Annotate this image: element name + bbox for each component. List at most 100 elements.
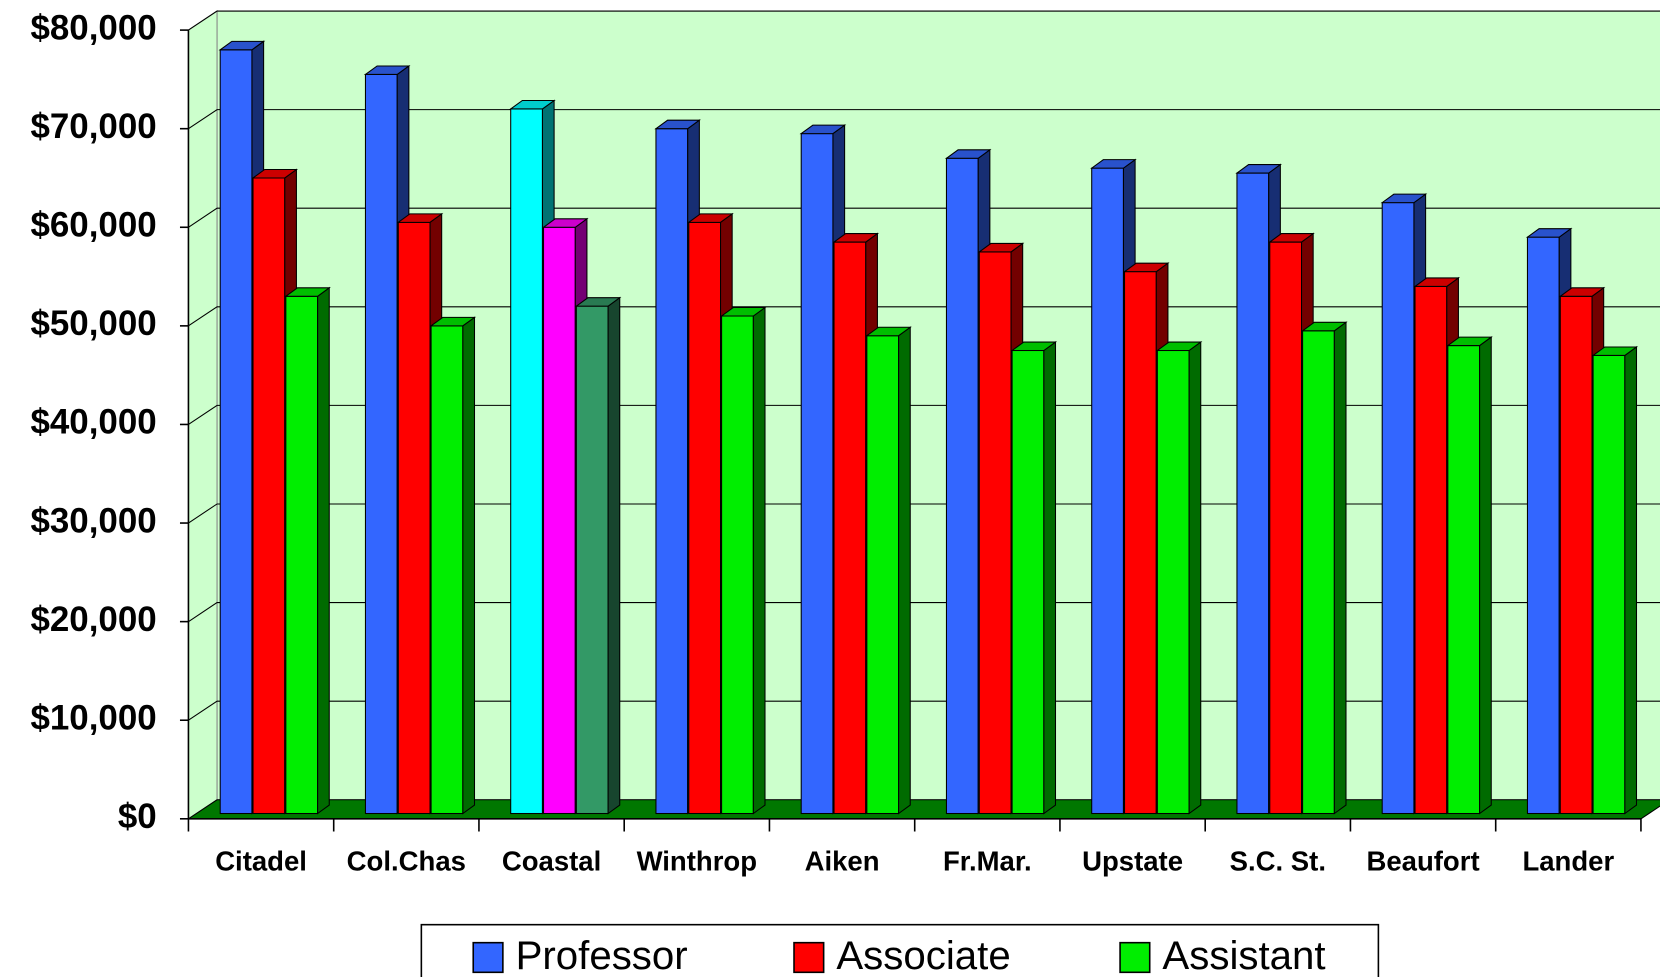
bar-top xyxy=(1235,164,1282,174)
x-tick-label: Col.Chas xyxy=(347,846,466,877)
bar-top xyxy=(977,242,1025,253)
bar-front xyxy=(866,335,900,815)
bar-front xyxy=(1414,285,1448,815)
bar-side xyxy=(1333,321,1347,815)
bar-side xyxy=(1479,336,1492,815)
y-tick-label: $70,000 xyxy=(30,107,156,146)
bar-front xyxy=(1269,241,1303,815)
bar-top xyxy=(1380,193,1428,204)
bar-front xyxy=(1381,202,1415,815)
y-tick-label: $50,000 xyxy=(30,304,156,343)
bar-front xyxy=(800,133,834,815)
bar-top xyxy=(541,218,589,228)
bar-front xyxy=(688,221,722,815)
bar-top xyxy=(799,124,847,135)
legend-swatch xyxy=(793,941,825,974)
bar-top xyxy=(1525,228,1573,238)
x-tick-label: S.C. St. xyxy=(1230,846,1326,877)
x-tick-label: Winthrop xyxy=(637,846,757,877)
bar-top xyxy=(1446,336,1493,347)
bar-side xyxy=(317,286,330,815)
bar-top xyxy=(574,297,622,307)
bar-front xyxy=(1447,345,1481,815)
bar-top xyxy=(832,233,880,243)
bar-side xyxy=(462,316,476,815)
bar-top xyxy=(396,213,444,223)
bar-top xyxy=(654,119,701,130)
bar-front xyxy=(1236,172,1270,815)
bar-front xyxy=(364,73,398,815)
bar-top xyxy=(1122,262,1170,273)
bar-side xyxy=(1624,345,1638,815)
bar-top xyxy=(509,99,556,110)
bar-front xyxy=(833,241,867,815)
x-tick-label: Upstate xyxy=(1082,846,1183,877)
bar-top xyxy=(429,316,477,327)
y-tick-label: $80,000 xyxy=(30,8,156,47)
bar-front xyxy=(252,177,286,815)
x-tick-label: Lander xyxy=(1522,846,1614,877)
x-tick-label: Fr.Mar. xyxy=(943,846,1032,877)
bar-front xyxy=(1592,354,1626,815)
bar-front xyxy=(430,325,464,815)
bar-top xyxy=(1090,159,1137,169)
y-tick-label: $20,000 xyxy=(30,600,156,639)
bar-front xyxy=(655,128,689,815)
grid-line xyxy=(188,109,1660,130)
bar-front xyxy=(1526,236,1560,815)
bar-front xyxy=(575,305,609,815)
bar-front xyxy=(510,108,543,815)
bar-side xyxy=(607,296,621,815)
bar-side xyxy=(898,326,911,815)
bar-front xyxy=(1302,330,1335,815)
grid-line xyxy=(188,207,1660,228)
bar-top xyxy=(1591,346,1639,356)
x-tick-label: Beaufort xyxy=(1366,846,1479,877)
y-tick-label: $60,000 xyxy=(30,206,156,245)
grid-line xyxy=(188,10,1660,31)
legend-label: Assistant xyxy=(1162,933,1325,977)
y-tick-label: $0 xyxy=(118,797,157,836)
bar-front xyxy=(1123,271,1157,815)
bar-side xyxy=(752,306,766,815)
bar-front xyxy=(1011,349,1045,815)
bar-top xyxy=(1413,277,1461,287)
y-tick-label: $10,000 xyxy=(30,698,156,737)
bar-top xyxy=(251,168,299,179)
bar-top xyxy=(1010,341,1058,352)
bar-front xyxy=(1559,295,1593,815)
x-tick-label: Citadel xyxy=(215,846,307,877)
bar-front xyxy=(1091,167,1124,815)
legend-label: Associate xyxy=(836,933,1010,977)
bar-front xyxy=(285,295,319,815)
bar-top xyxy=(1155,341,1203,352)
bar-top xyxy=(1300,321,1348,332)
bar-front xyxy=(721,315,754,815)
bar-top xyxy=(363,65,411,75)
bar-front xyxy=(397,221,431,815)
x-tick-label: Coastal xyxy=(502,846,601,877)
bar-top xyxy=(1558,287,1606,297)
bar-top xyxy=(1268,233,1315,243)
bar-top xyxy=(865,326,912,337)
y-tick-label: $30,000 xyxy=(30,501,156,540)
legend-swatch xyxy=(472,941,504,974)
bar-top xyxy=(218,40,266,51)
bar-front xyxy=(945,157,979,815)
legend-label: Professor xyxy=(516,933,688,977)
bar-side xyxy=(1188,340,1202,815)
bar-top xyxy=(719,307,767,317)
bar-front xyxy=(1156,349,1190,815)
x-tick-label: Aiken xyxy=(805,846,880,877)
grid-line xyxy=(188,306,1660,327)
bar-front xyxy=(978,251,1012,815)
bar-front xyxy=(219,49,253,815)
bar-top xyxy=(284,287,331,297)
y-tick-label: $40,000 xyxy=(30,403,156,442)
legend-box xyxy=(420,923,1380,977)
legend-swatch xyxy=(1119,941,1151,974)
bar-front xyxy=(542,226,576,815)
bar-side xyxy=(1043,340,1057,815)
